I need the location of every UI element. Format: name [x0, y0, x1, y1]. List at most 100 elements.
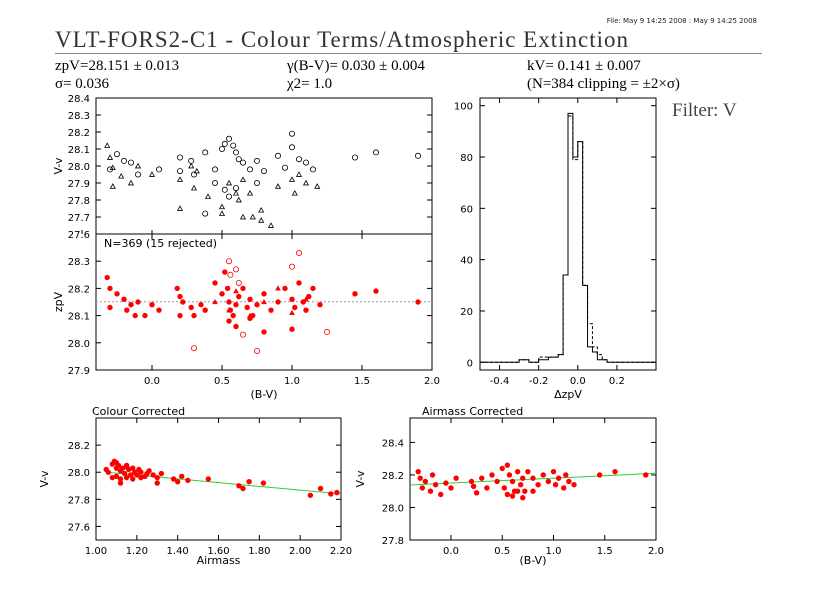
data-point: [479, 475, 485, 481]
colour-corrected-ytick-label: 28.0: [68, 468, 90, 479]
data-point-kept: [261, 291, 267, 297]
data-point-kept: [107, 304, 113, 311]
data-point: [566, 478, 572, 485]
data-point: [317, 485, 324, 492]
zp-colour-ytick-label: 28.2: [68, 284, 90, 295]
data-point: [123, 474, 130, 481]
data-point: [571, 481, 577, 488]
data-point: [518, 481, 524, 488]
raw-vv-ytick-label: 28.1: [68, 145, 90, 156]
data-point: [494, 478, 500, 485]
data-point: [429, 472, 436, 478]
data-point-kept: [212, 280, 218, 286]
data-point-kept: [219, 291, 225, 297]
data-point: [117, 480, 124, 486]
data-point-triangle: [288, 176, 296, 182]
data-point-kept: [310, 285, 316, 292]
airmass-corrected-xtick-label: 1.5: [597, 546, 613, 557]
data-point: [530, 475, 536, 481]
data-point: [150, 472, 156, 478]
data-point: [489, 472, 495, 478]
data-point-rejected: [288, 263, 295, 270]
data-point-kept: [415, 299, 421, 305]
data-point-triangle: [204, 193, 212, 199]
airmass-corrected-title: Airmass Corrected: [422, 405, 523, 418]
chi-square-value: χ2= 1.0: [287, 76, 333, 92]
data-point: [506, 472, 513, 478]
data-point-kept: [261, 329, 267, 335]
data-point-kept: [233, 302, 239, 308]
zp-colour-xtick-label: 1.5: [354, 376, 370, 387]
colour-corrected-xtick-label: 1.00: [85, 546, 107, 557]
data-point: [520, 495, 526, 501]
airmass-corrected-ytick-label: 28.2: [382, 471, 404, 482]
data-point-circle: [232, 149, 239, 156]
airmass-corrected-frame: [409, 417, 657, 541]
data-point-circle: [225, 193, 232, 200]
data-point-circle: [190, 171, 197, 178]
data-point-triangle: [118, 172, 125, 179]
data-point-circle: [176, 168, 183, 175]
data-point: [205, 476, 211, 482]
airmass-corrected-xtick-label: 0.5: [494, 546, 510, 557]
data-point-circle: [246, 166, 253, 173]
data-point: [113, 460, 120, 466]
data-point: [422, 478, 429, 485]
data-point-kept: [373, 288, 379, 294]
data-point-circle: [351, 154, 358, 161]
data-point: [545, 478, 552, 485]
data-point: [443, 480, 449, 486]
data-point-kept: [149, 302, 155, 308]
data-point-circle: [225, 135, 232, 142]
data-point-triangle: [226, 307, 232, 313]
data-point: [470, 483, 477, 490]
data-point: [555, 475, 562, 481]
data-point-triangle: [190, 184, 198, 191]
histogram-xlabel: ΔzpV: [554, 388, 582, 401]
data-point: [509, 493, 516, 499]
data-point-circle: [414, 152, 421, 159]
colour-corrected-xtick-label: 1.80: [248, 546, 270, 557]
data-point: [501, 485, 507, 491]
sigma-value: σ= 0.036: [55, 76, 110, 92]
colour-corrected-xtick-label: 1.20: [126, 546, 148, 557]
data-point: [236, 483, 242, 489]
data-point-circle: [235, 156, 242, 163]
file-stamp: File: May 9 14:25 2008 : May 9 14:25 200…: [606, 17, 757, 25]
zp-colour-xtick-label: 1.0: [284, 376, 300, 387]
colour-corrected-xlabel: Airmass: [197, 554, 241, 567]
data-point-kept: [132, 312, 138, 319]
data-point: [154, 480, 160, 486]
airmass-corrected-xtick-label: 2.0: [648, 546, 664, 557]
data-point-triangle: [148, 171, 156, 177]
data-point: [438, 491, 444, 498]
data-point-circle: [134, 171, 141, 178]
data-point: [453, 475, 459, 481]
data-point-triangle: [314, 183, 321, 189]
data-point-rejected: [323, 328, 330, 335]
data-point: [448, 485, 454, 491]
data-point-kept: [254, 302, 260, 308]
raw-vv-ytick-label: 28.3: [68, 111, 90, 122]
data-point-circle: [302, 159, 309, 166]
data-point-circle: [221, 140, 228, 147]
data-point: [535, 481, 541, 488]
data-point-kept: [198, 302, 204, 308]
data-point: [105, 469, 111, 475]
colour-corrected-ylabel: V-v: [38, 470, 51, 488]
title-underline: [55, 53, 762, 54]
data-point-triangle: [239, 176, 247, 182]
data-point-triangle: [291, 189, 298, 196]
data-point-triangle: [127, 179, 135, 186]
data-point: [138, 469, 144, 475]
zp-colour-xlabel: (B-V): [251, 388, 278, 401]
data-point: [334, 489, 340, 496]
data-point: [550, 468, 557, 475]
data-point-kept: [244, 304, 250, 311]
data-point: [123, 462, 130, 469]
data-point-circle: [232, 185, 239, 192]
airmass-corrected-xlabel: (B-V): [520, 554, 547, 567]
colour-corrected-ytick-label: 28.2: [68, 441, 90, 452]
colour-corrected-xtick-label: 1.60: [207, 546, 229, 557]
